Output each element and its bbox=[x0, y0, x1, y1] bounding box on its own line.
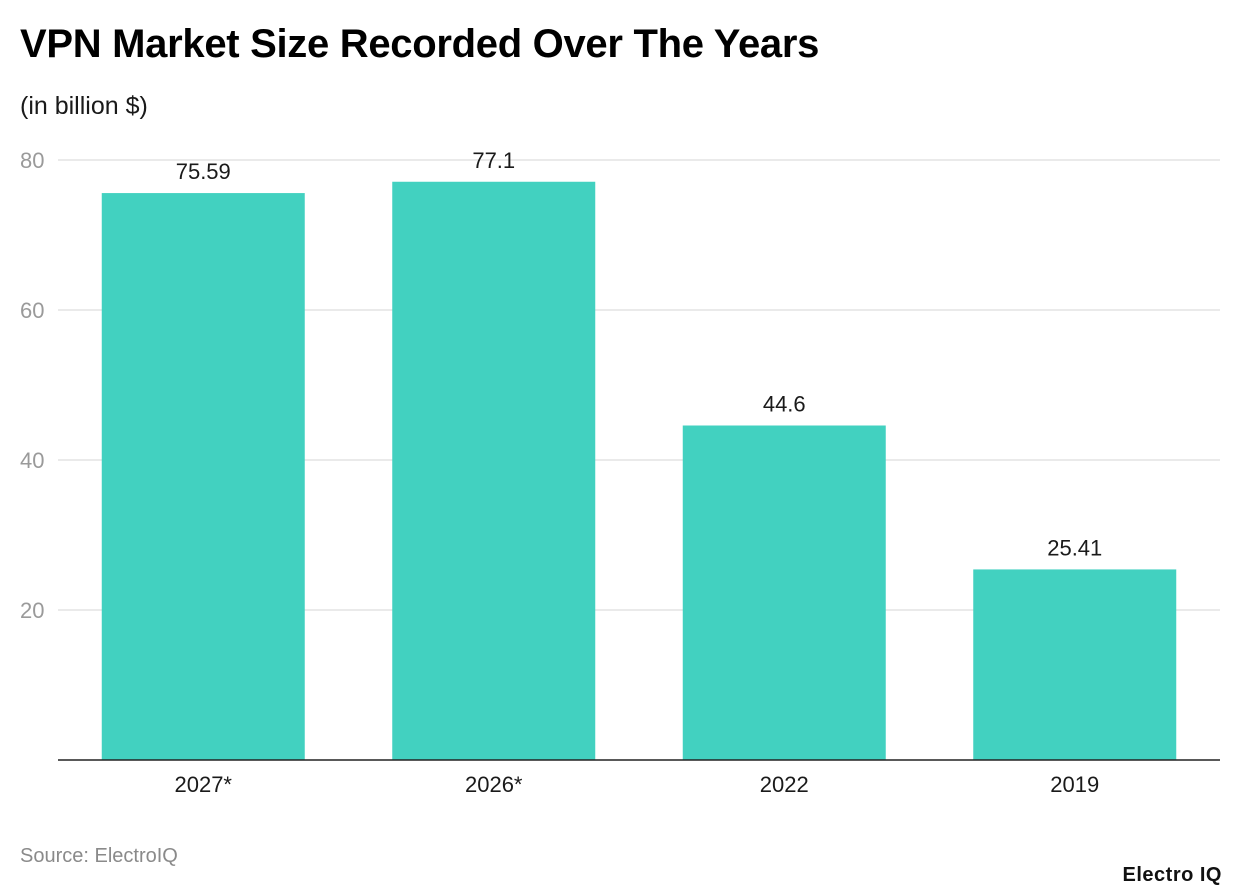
chart-subtitle: (in billion $) bbox=[20, 92, 148, 120]
bar bbox=[682, 425, 886, 760]
x-tick-label: 2027* bbox=[174, 772, 232, 797]
data-label: 75.59 bbox=[176, 159, 231, 184]
chart-title: VPN Market Size Recorded Over The Years bbox=[20, 22, 820, 66]
y-tick-label: 20 bbox=[20, 598, 44, 623]
bar bbox=[392, 181, 596, 760]
data-label: 44.6 bbox=[763, 392, 806, 417]
source-note: Source: ElectroIQ bbox=[20, 845, 178, 867]
data-label: 77.1 bbox=[472, 148, 515, 173]
bar bbox=[101, 193, 305, 760]
brand-logo: Electro IQ bbox=[1122, 864, 1222, 886]
bar bbox=[973, 569, 1177, 760]
y-tick-label: 60 bbox=[20, 298, 44, 323]
x-tick-label: 2022 bbox=[760, 772, 809, 797]
data-label: 25.41 bbox=[1047, 535, 1102, 560]
x-tick-label: 2019 bbox=[1050, 772, 1099, 797]
x-tick-label: 2026* bbox=[465, 772, 523, 797]
y-tick-label: 80 bbox=[20, 148, 44, 173]
y-tick-label: 40 bbox=[20, 448, 44, 473]
